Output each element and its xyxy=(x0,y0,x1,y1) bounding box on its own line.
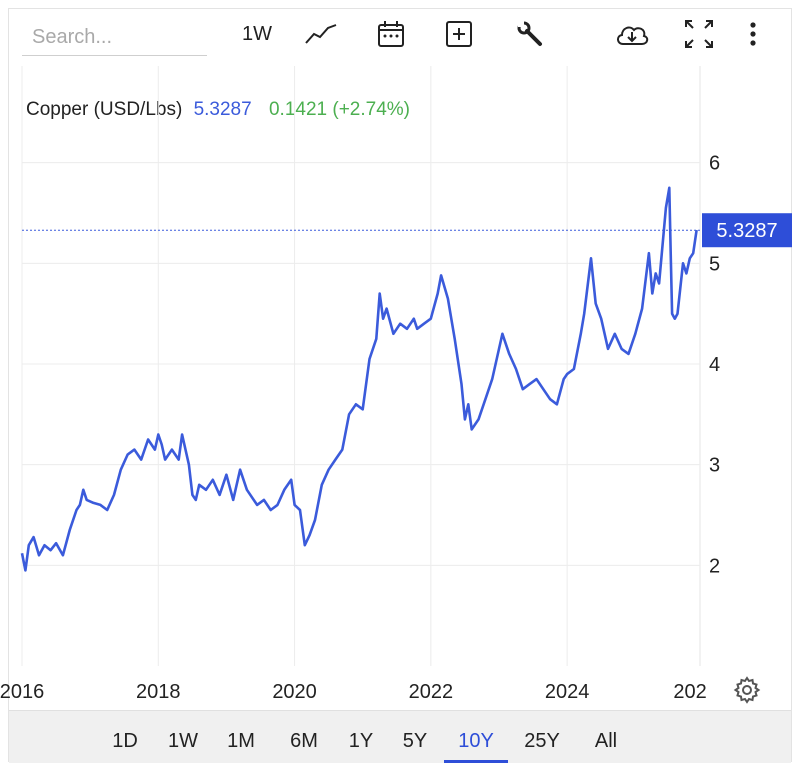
y-axis: 2 3 4 5 6 xyxy=(709,153,720,578)
price-tag-label: 5.3287 xyxy=(716,220,777,242)
more-vert-icon[interactable] xyxy=(736,14,770,54)
x-tick-label: 2024 xyxy=(545,681,590,703)
y-tick-label: 2 xyxy=(709,555,720,577)
last-price: 5.3287 xyxy=(193,99,252,120)
settings-gear-icon[interactable] xyxy=(733,676,761,704)
wrench-icon[interactable] xyxy=(513,14,547,54)
price-change: 0.1421 (+2.74%) xyxy=(268,99,410,120)
x-axis: 2016 2018 2020 2022 2024 202 xyxy=(0,681,707,703)
y-tick-label: 4 xyxy=(709,354,720,376)
price-series-line xyxy=(20,186,698,572)
x-tick-label: 202 xyxy=(673,681,706,703)
download-cloud-icon[interactable] xyxy=(614,14,650,54)
range-button-25y[interactable]: 25Y xyxy=(524,730,560,752)
y-tick-label: 6 xyxy=(709,153,720,175)
price-tag-box xyxy=(702,213,792,248)
range-button-6m[interactable]: 6M xyxy=(290,730,318,752)
range-button-1m[interactable]: 1M xyxy=(227,730,255,752)
x-tick-label: 2020 xyxy=(272,681,317,703)
calendar-icon[interactable] xyxy=(374,14,408,54)
range-selector: 1D 1W 1M 6M 1Y 5Y 10Y 25Y All xyxy=(9,710,791,763)
range-button-1d[interactable]: 1D xyxy=(112,730,138,752)
add-icon[interactable] xyxy=(442,14,476,54)
range-button-1w[interactable]: 1W xyxy=(168,730,198,752)
range-button-1y[interactable]: 1Y xyxy=(348,730,374,752)
instrument-name: Copper (USD/Lbs) xyxy=(26,99,183,120)
interval-button[interactable]: 1W xyxy=(242,22,272,45)
x-tick-label: 2016 xyxy=(0,681,44,703)
toolbar: 1W xyxy=(0,0,800,64)
y-tick-label: 3 xyxy=(709,455,720,477)
range-button-5y[interactable]: 5Y xyxy=(402,730,428,752)
chart-legend: Copper (USD/Lbs) 5.3287 0.1421 (+2.74%) xyxy=(26,99,410,121)
last-price-marker: 5.3287 xyxy=(22,213,792,248)
x-tick-label: 2018 xyxy=(136,681,181,703)
search-input[interactable] xyxy=(22,20,207,56)
grid-lines xyxy=(21,66,701,666)
series-layer xyxy=(20,186,698,572)
price-chart[interactable]: 2 3 4 5 6 2016 2018 2020 2022 2024 202 5.3287 xyxy=(0,0,800,710)
fullscreen-icon[interactable] xyxy=(682,14,716,54)
line-chart-icon[interactable] xyxy=(304,14,338,54)
range-button-10y[interactable]: 10Y xyxy=(444,711,508,763)
y-tick-label: 5 xyxy=(709,253,720,275)
x-tick-label: 2022 xyxy=(409,681,454,703)
range-button-all[interactable]: All xyxy=(594,730,618,752)
